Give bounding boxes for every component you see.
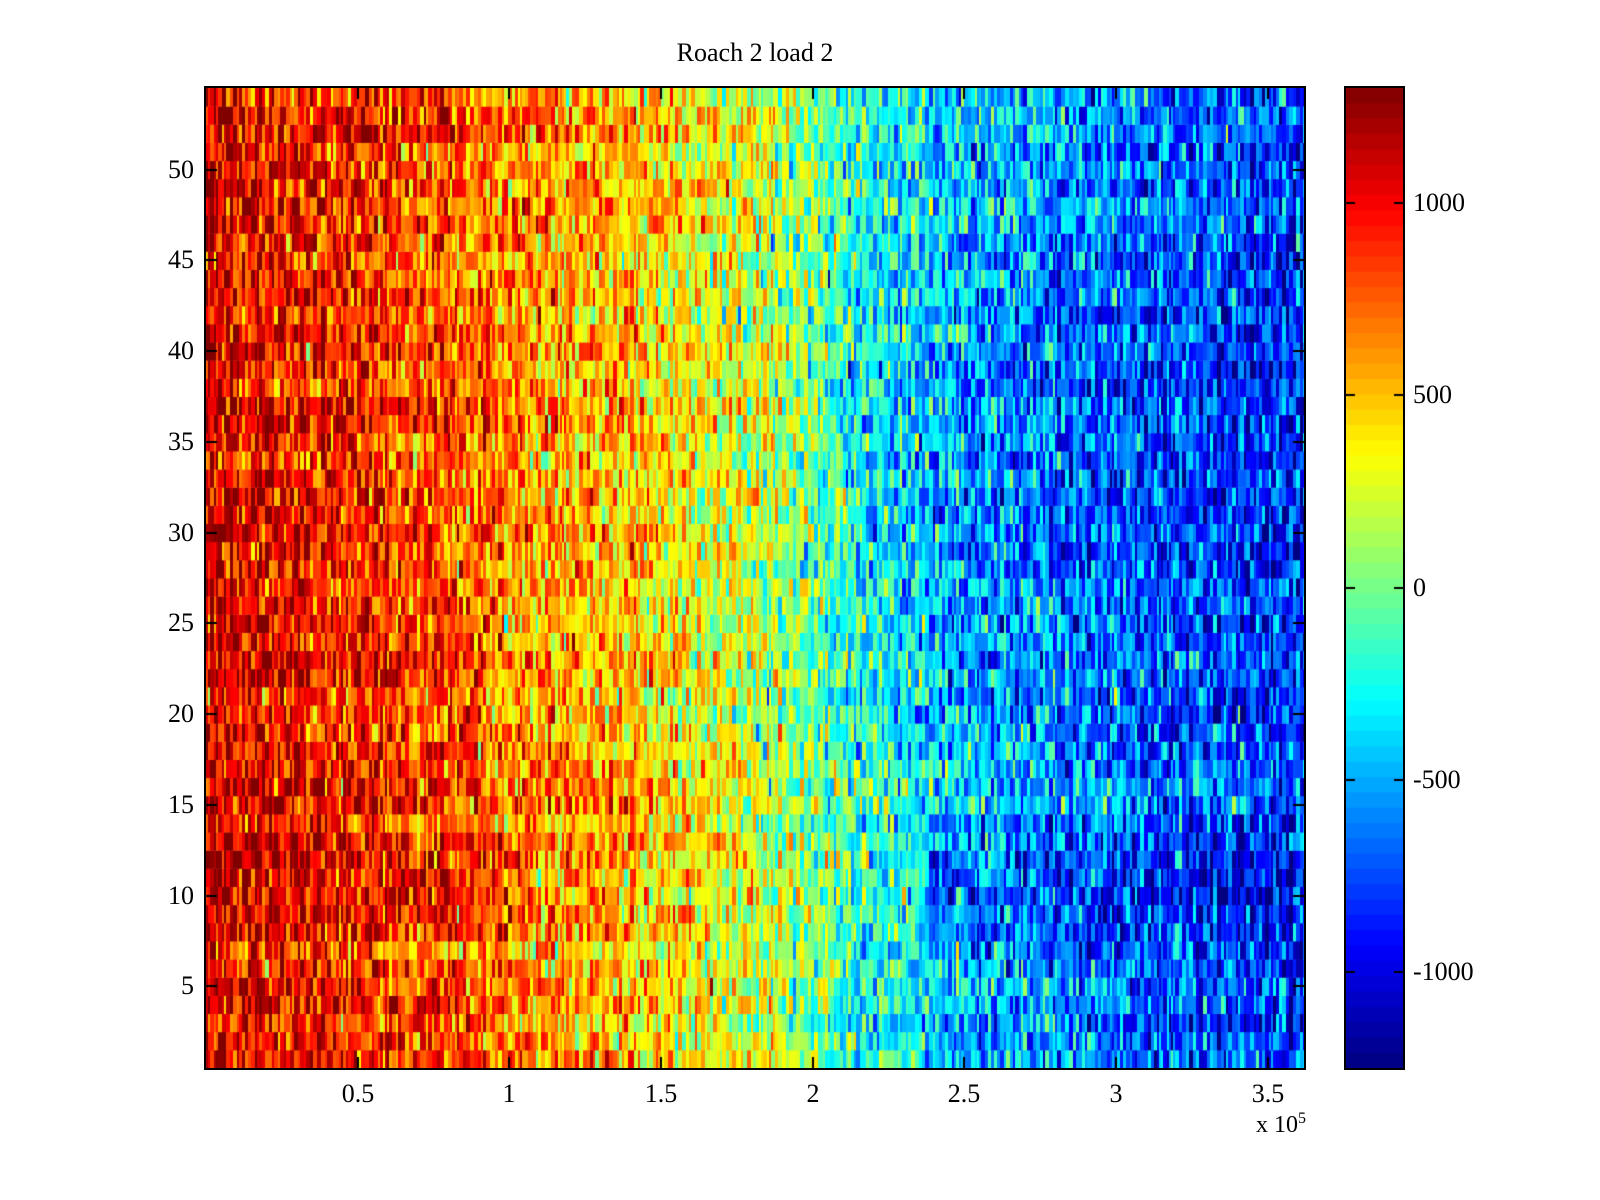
y-tick-label-5: 5 [181,971,194,1000]
x-tick-label-0.5: 0.5 [341,1079,375,1108]
heatmap-plot-frame [204,86,1306,1070]
colorbar-frame [1344,86,1405,1070]
y-tick-label-20: 20 [168,699,194,728]
x-tick-label-3.5: 3.5 [1251,1079,1285,1108]
x-tick-label-2.5: 2.5 [947,1079,981,1108]
y-tick-label-15: 15 [168,790,194,819]
y-tick-label-35: 35 [168,427,194,456]
exponent-base: x 10 [1256,1112,1298,1138]
y-tick-label-25: 25 [168,608,194,637]
y-tick-label-45: 45 [168,245,194,274]
chart-title: Roach 2 load 2 [676,38,834,67]
exponent-power: 5 [1298,1110,1306,1127]
y-tick-label-30: 30 [168,518,194,547]
x-tick-label-1.5: 1.5 [644,1079,678,1108]
colorbar-tick-label-0: 0 [1413,573,1426,602]
colorbar-tick-label--500: -500 [1413,765,1461,794]
heatmap-canvas [206,88,1304,1068]
colorbar-canvas [1346,88,1403,1068]
x-tick-label-3: 3 [1109,1079,1123,1108]
x-tick-label-2: 2 [806,1079,820,1108]
x-tick-label-1: 1 [502,1079,516,1108]
colorbar-tick-label--1000: -1000 [1413,957,1474,986]
y-tick-label-50: 50 [168,155,194,184]
colorbar-tick-label-500: 500 [1413,380,1452,409]
y-tick-label-10: 10 [168,881,194,910]
y-tick-label-40: 40 [168,336,194,365]
x-axis-exponent-label: x 105 [1156,1110,1306,1139]
colorbar-tick-label-1000: 1000 [1413,188,1465,217]
